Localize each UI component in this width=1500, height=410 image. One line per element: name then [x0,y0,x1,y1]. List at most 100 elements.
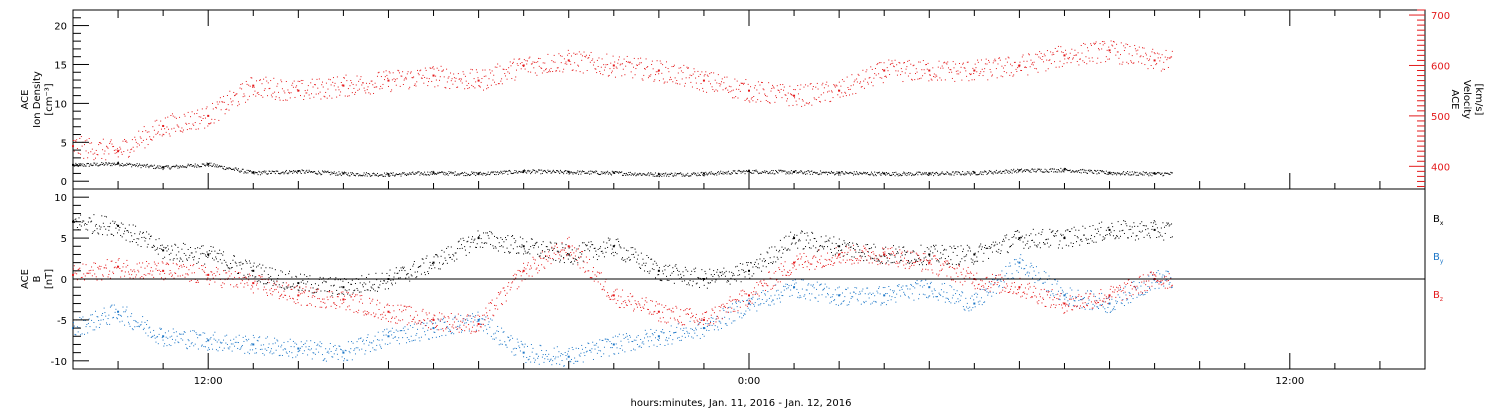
data-point [72,145,74,148]
data-point [1018,64,1021,67]
data-point [612,294,615,297]
data-point [1153,172,1156,175]
data-point [657,269,660,272]
data-point [567,245,570,248]
x-tick-label: 12:00 [1275,376,1304,387]
data-point [162,249,165,252]
data-point [1018,286,1021,289]
left-tick-label: 5 [61,138,67,149]
data-point [973,69,976,72]
data-point [748,170,750,173]
data-point [432,74,435,77]
data-point [567,59,570,62]
data-point [432,327,435,330]
data-point [702,318,705,321]
data-point [297,294,300,297]
data-point [1063,302,1066,305]
data-point [748,294,750,297]
data-point [793,261,796,264]
data-point [432,171,435,174]
data-point [1063,294,1066,297]
data-point [477,172,480,175]
x-axis-label: hours:minutes, Jan. 11, 2016 - Jan. 12, … [631,398,852,409]
legend-by: By [1433,252,1444,265]
data-point [612,171,615,174]
data-point [793,237,796,240]
data-point [207,339,210,342]
data-point [342,286,345,289]
data-point [1063,237,1066,240]
data-point [928,261,931,264]
data-point [838,294,841,297]
data-point [162,166,165,169]
top-left-axis-label: ACE [20,90,31,110]
bottom-left-axis-label: B [32,275,43,282]
data-point [477,237,480,240]
data-point [387,79,390,82]
x-tick-label: 0:00 [738,376,760,387]
right-tick-label: 600 [1431,61,1450,72]
data-point [748,89,750,92]
data-point [252,171,255,174]
data-point [928,172,931,175]
data-point [928,253,931,256]
left-tick-label: 0 [61,177,67,188]
data-point [973,253,976,256]
data-point [162,269,165,272]
data-point [928,69,931,72]
left-tick-label: 10 [54,99,67,110]
top-right-axis-label: ACE [1449,90,1460,110]
bottom-left-axis-label: [nT] [44,269,55,289]
data-point [522,170,525,173]
data-point [793,286,796,289]
data-point [838,89,841,92]
data-point [883,294,886,297]
data-point [883,69,886,72]
data-point [297,282,300,285]
series-by [72,254,1173,367]
data-point [748,269,750,272]
series-ion-density [72,161,1173,178]
data-point [793,94,796,97]
data-point [342,298,345,301]
data-point [657,173,660,176]
data-point [522,269,525,272]
data-point [567,355,570,358]
data-point [117,150,120,153]
data-point [387,335,390,338]
data-point [1153,59,1156,62]
data-point [252,343,255,346]
left-tick-label: 5 [61,234,67,245]
data-point [1108,171,1111,174]
top-right-axis-label: Velocity [1461,80,1472,119]
data-point [207,163,210,166]
top-left-axis-label: Ion Density [32,71,43,128]
data-point [612,343,615,346]
data-point [207,273,210,276]
left-tick-label: -5 [57,316,67,327]
data-point [117,265,120,268]
data-point [928,286,931,289]
data-point [252,282,255,285]
data-point [432,261,435,264]
data-point [1153,228,1156,231]
data-point [522,64,525,67]
data-point [252,84,255,87]
data-point [207,114,210,117]
series-bz [72,236,1173,334]
data-point [1108,302,1111,305]
data-point [117,310,120,313]
data-point [477,79,480,82]
data-point [1108,294,1111,297]
left-tick-label: 20 [54,22,67,33]
data-point [342,84,345,87]
data-point [1018,237,1021,240]
data-point [1018,261,1021,264]
data-point [702,79,705,82]
data-point [297,89,300,92]
left-tick-label: -10 [51,357,67,368]
data-point [207,253,210,256]
data-point [162,335,165,338]
right-tick-label: 400 [1431,162,1450,173]
